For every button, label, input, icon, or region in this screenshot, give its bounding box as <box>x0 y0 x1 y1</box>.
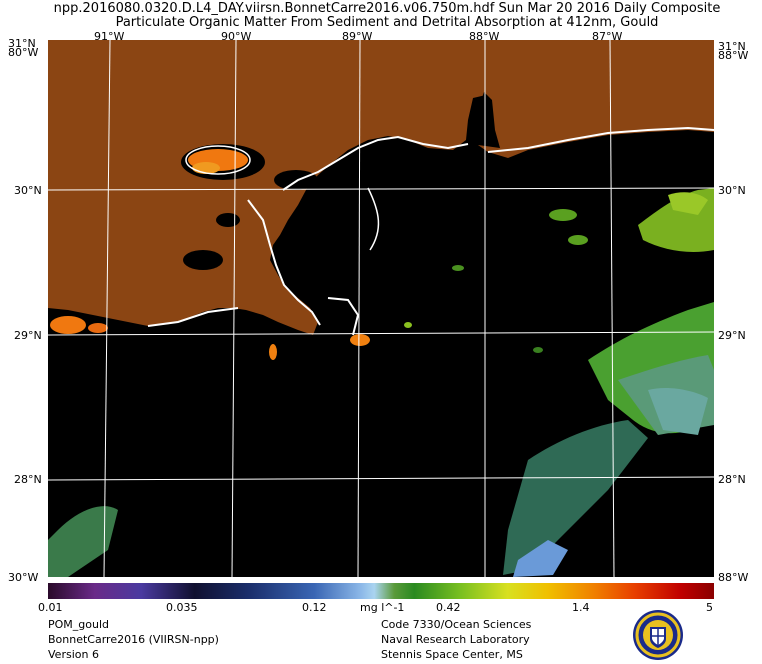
graticule <box>48 40 714 577</box>
corner-top-right-lat: 31°N <box>718 40 746 53</box>
mobile-bay <box>476 92 500 148</box>
footer-right-location: Stennis Space Center, MS <box>381 648 523 661</box>
colorbar-label-0: 0.01 <box>38 601 63 614</box>
footer-left-region: BonnetCarre2016 (VIIRSN-npp) <box>48 633 219 646</box>
lat-label-right-28n: 28°N <box>718 473 746 486</box>
footer-right-code: Code 7330/Ocean Sciences <box>381 618 532 631</box>
lake-borgne <box>274 170 318 190</box>
lon-label-87w: 87°W <box>592 30 623 43</box>
colorbar-label-1: 0.035 <box>166 601 198 614</box>
corner-top-left-lon: 80°W <box>8 46 39 59</box>
colorbar-label-5: 5 <box>706 601 713 614</box>
corner-top-right-lon: 88°W <box>718 49 749 62</box>
land-area <box>48 40 714 335</box>
footer-right-lab: Naval Research Laboratory <box>381 633 530 646</box>
lon-label-89w: 89°W <box>342 30 373 43</box>
colorbar-label-4: 1.4 <box>572 601 590 614</box>
corner-bottom-left: 30°W <box>8 571 39 584</box>
corner-bottom-right: 88°W <box>718 571 749 584</box>
nrl-seal-icon <box>633 610 683 660</box>
colorbar-label-2: 0.12 <box>302 601 327 614</box>
coastline <box>147 126 714 336</box>
footer-left-version: Version 6 <box>48 648 99 661</box>
lat-label-right-30n: 30°N <box>718 184 746 197</box>
lat-label-left-28n: 28°N <box>14 473 42 486</box>
corner-top-left-lat: 31°N <box>8 37 36 50</box>
lon-label-91w: 91°W <box>94 30 125 43</box>
lake-salvador <box>216 213 240 227</box>
colorbar-label-3: 0.42 <box>436 601 461 614</box>
lat-label-left-29n: 29°N <box>14 329 42 342</box>
title-line-2: Particulate Organic Matter From Sediment… <box>115 15 659 30</box>
bay-terrebonne <box>183 250 223 270</box>
colorbar-units: mg l^-1 <box>360 601 405 614</box>
lon-label-90w: 90°W <box>221 30 252 43</box>
footer-left-product: POM_gould <box>48 618 110 631</box>
lat-label-right-29n: 29°N <box>718 329 746 342</box>
map-panel[interactable] <box>48 40 714 577</box>
colorbar <box>48 583 714 599</box>
title-line-1: npp.2016080.0320.D.L4_DAY.viirsn.BonnetC… <box>53 1 721 16</box>
lat-label-left-30n: 30°N <box>14 184 42 197</box>
map-canvas <box>48 40 714 577</box>
lon-label-88w: 88°W <box>469 30 500 43</box>
ocean-color-patches <box>48 188 714 577</box>
